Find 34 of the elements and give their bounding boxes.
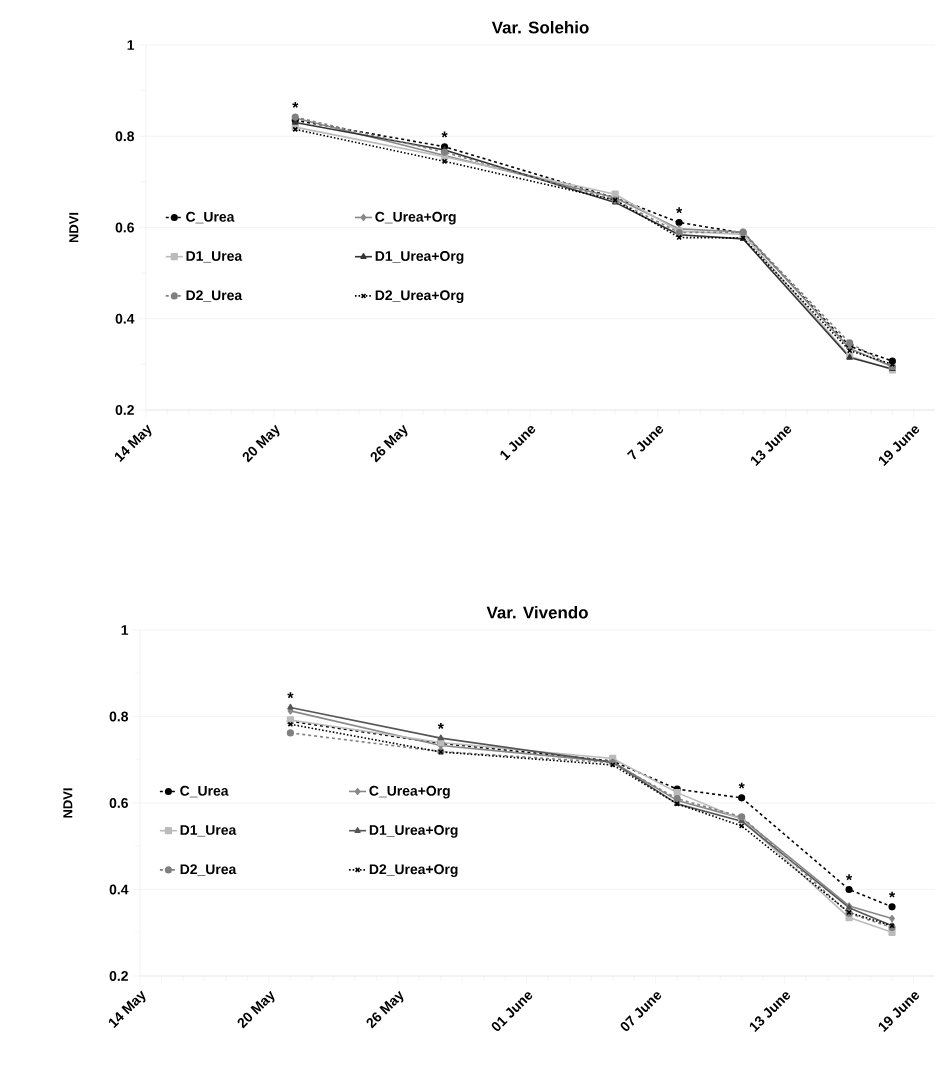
chart-title: Var. Vivendo	[486, 606, 588, 619]
y-tick-label: 0.6	[109, 798, 128, 808]
y-axis-title: NDVI	[69, 212, 79, 243]
legend-label: C_Urea	[186, 211, 235, 224]
legend-label: D2_Urea	[186, 290, 243, 302]
legend-label: C_Urea+Org	[375, 211, 456, 225]
annotation: *	[287, 692, 294, 699]
annotation: *	[888, 891, 896, 898]
legend-label: D2_Urea+Org	[369, 864, 458, 877]
y-tick-label: 0.8	[115, 131, 135, 142]
y-tick-label: 1	[121, 625, 129, 635]
annotation: *	[292, 101, 299, 108]
y-tick-label: 0.2	[109, 971, 128, 981]
y-tick-label: 0.2	[115, 405, 134, 415]
y-axis-title: NDVI	[63, 788, 73, 818]
legend-label: C_Urea	[180, 785, 229, 798]
legend-label: D1_Urea	[180, 825, 237, 837]
legend-label: D2_Urea+Org	[375, 290, 464, 303]
annotation: *	[846, 874, 853, 881]
y-tick-label: 1	[127, 40, 135, 50]
legend-label: D2_Urea	[180, 864, 237, 876]
legend-label: C_Urea+Org	[369, 785, 450, 799]
annotation: *	[441, 131, 448, 138]
annotation: *	[738, 782, 745, 789]
chart-title: Var. Solehio	[491, 21, 589, 34]
legend-label: D1_Urea+Org	[375, 251, 464, 264]
y-tick-label: 0.8	[109, 711, 129, 722]
y-tick-label: 0.4	[115, 313, 135, 324]
annotation: *	[437, 722, 444, 729]
legend-label: D1_Urea	[186, 251, 243, 263]
y-tick-label: 0.4	[109, 884, 129, 895]
legend-label: D1_Urea+Org	[369, 825, 458, 838]
y-tick-label: 0.6	[115, 222, 134, 233]
annotation: *	[676, 207, 683, 214]
